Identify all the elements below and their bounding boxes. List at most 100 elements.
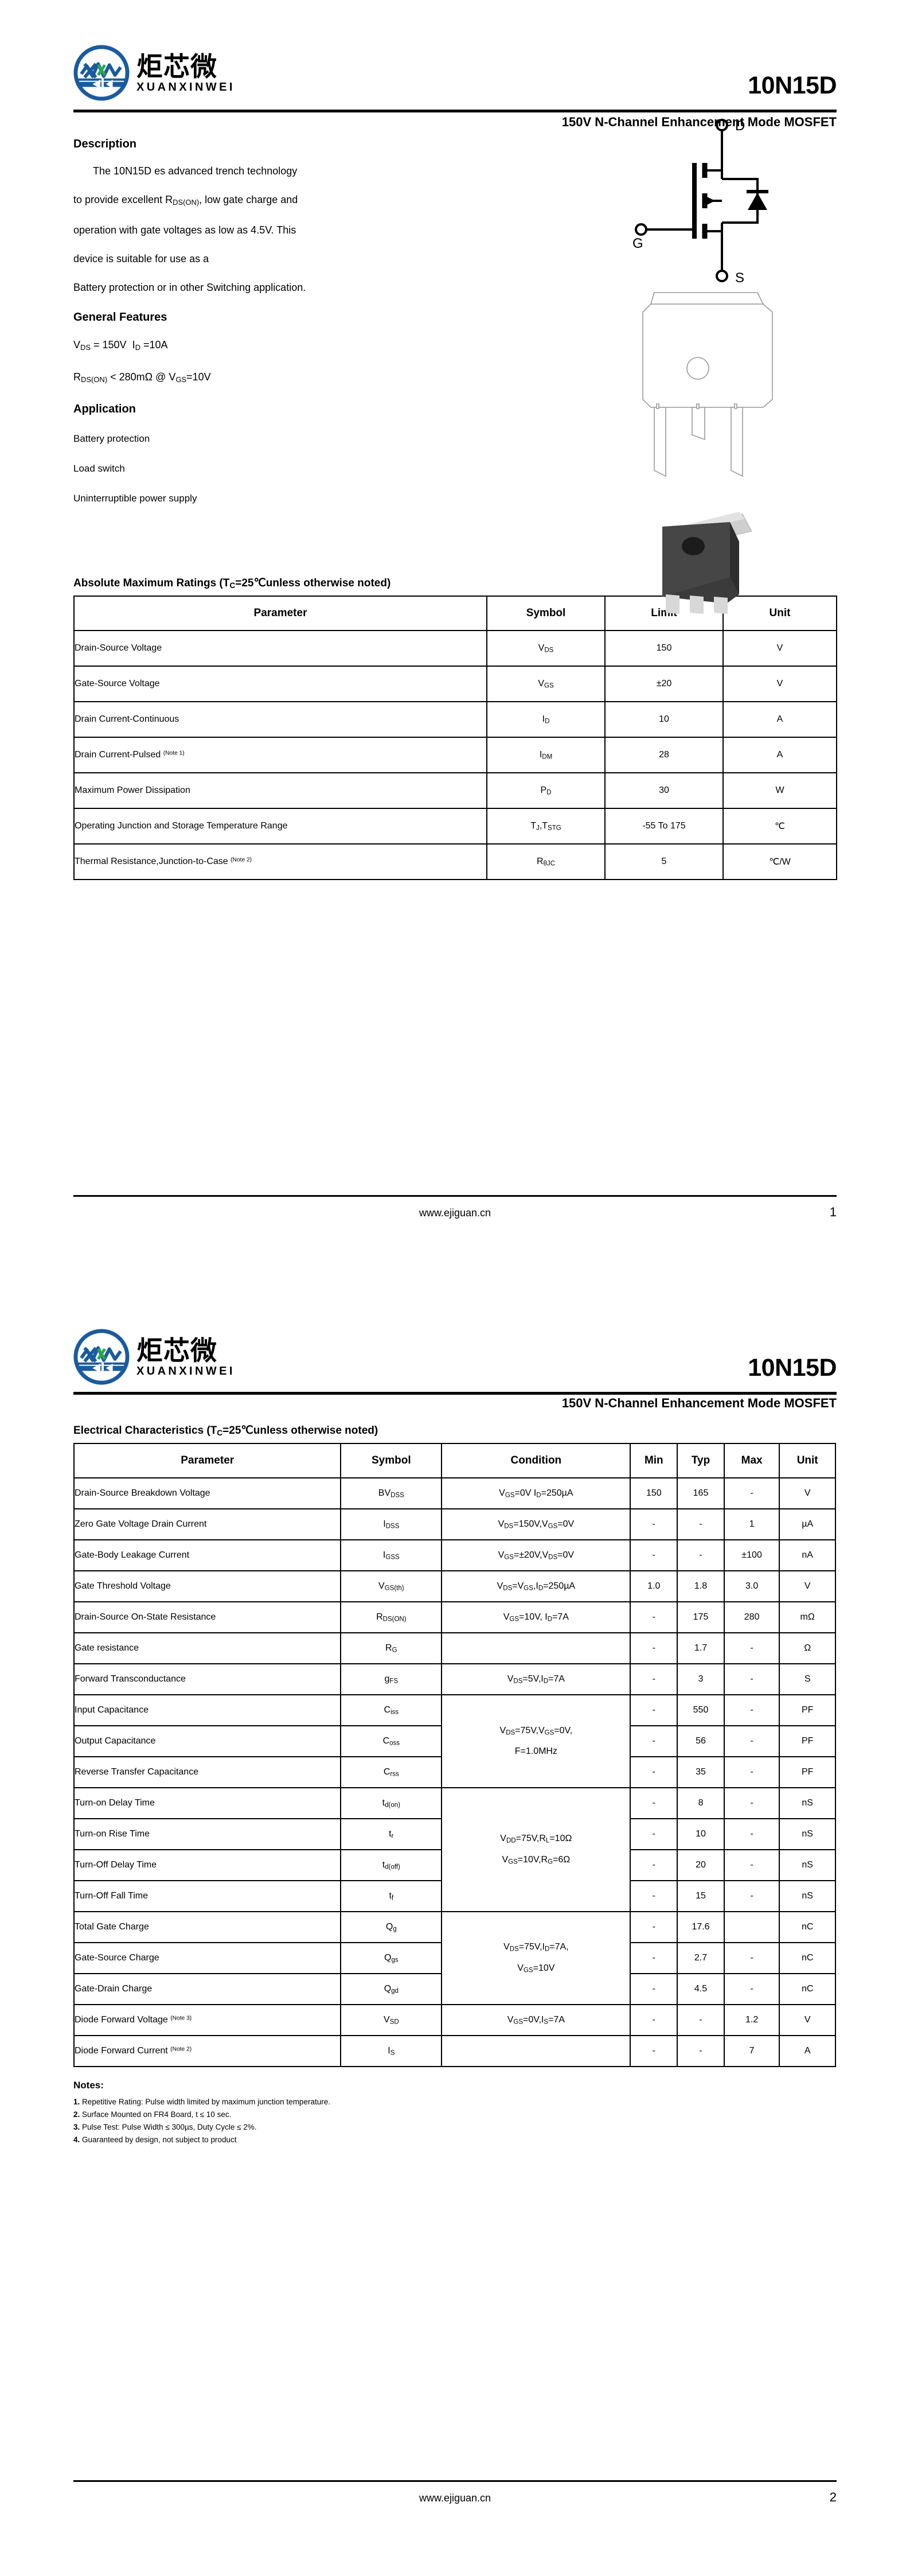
feature-line-1: VDS = 150V ID =10A — [73, 338, 168, 352]
cell-unit: A — [722, 737, 837, 774]
cell-symbol: RG — [340, 1632, 443, 1664]
page-2-header: 炬芯微 XUANXINWEI 10N15D 150V N-Channel Enh… — [0, 1291, 910, 1410]
footer-website[interactable]: www.ejiguan.cn — [419, 1207, 491, 1219]
cell-max: - — [723, 1818, 780, 1850]
cell-typ: 10 — [677, 1818, 725, 1850]
xxw-circuit-logo-icon — [73, 45, 130, 101]
cell-unit: Ω — [779, 1632, 836, 1664]
cell-symbol: Qgd — [340, 1973, 443, 2005]
datasheet-page-2: 炬芯微 XUANXINWEI 10N15D 150V N-Channel Enh… — [0, 1291, 910, 2576]
cell-max: 280 — [723, 1601, 780, 1633]
cell-min: - — [630, 1756, 678, 1788]
cell-unit: ℃ — [722, 808, 837, 845]
note-item: 4. Guaranteed by design, not subject to … — [73, 2135, 237, 2144]
cell-condition-switching: VDD=75V,RL=10Ω VGS=10V,RG=6Ω — [441, 1787, 631, 1912]
cell-parameter: Output Capacitance — [73, 1725, 342, 1757]
cell-min: - — [630, 1694, 678, 1726]
cell-max: - — [723, 1787, 780, 1819]
col-unit: Unit — [779, 1443, 836, 1478]
cell-parameter: Turn-on Delay Time — [73, 1787, 342, 1819]
cell-parameter: Input Capacitance — [73, 1694, 342, 1726]
cell-symbol: Crss — [340, 1756, 443, 1788]
application-item: Uninterruptible power supply — [73, 493, 197, 504]
cell-symbol: IDM — [486, 737, 606, 774]
table-row: Zero Gate Voltage Drain Current IDSS VDS… — [73, 1508, 836, 1540]
footer-divider — [73, 1195, 837, 1197]
cell-symbol: Qg — [340, 1911, 443, 1943]
features-heading: General Features — [73, 310, 167, 324]
package-photo — [630, 493, 837, 614]
page-2-footer: www.ejiguan.cn 2 — [73, 2480, 837, 2513]
description-line-4: device is suitable for use as a — [73, 252, 209, 264]
cell-unit: PF — [779, 1694, 836, 1726]
cell-limit: 150 — [604, 630, 724, 667]
cell-typ: 175 — [677, 1601, 725, 1633]
table-row: Input Capacitance Ciss VDS=75V,VGS=0V, F=… — [73, 1694, 836, 1788]
header-divider — [73, 1392, 837, 1395]
footer-divider — [73, 2480, 837, 2482]
description-line-3: operation with gate voltages as low as 4… — [73, 224, 296, 236]
col-min: Min — [630, 1443, 678, 1478]
header-divider — [73, 110, 837, 112]
page-1-header: 炬芯微 XUANXINWEI 10N15D 150V N-Channel Enh… — [0, 0, 910, 129]
cell-symbol: gFS — [340, 1663, 443, 1695]
cell-max: - — [723, 1880, 780, 1912]
col-parameter: Parameter — [73, 1443, 342, 1478]
cell-min: - — [630, 1663, 678, 1695]
footer-website[interactable]: www.ejiguan.cn — [419, 2492, 491, 2504]
cell-typ: - — [677, 2035, 725, 2067]
col-condition: Condition — [441, 1443, 631, 1478]
cell-min: - — [630, 1725, 678, 1757]
cell-unit: nC — [779, 1911, 836, 1943]
cell-unit: PF — [779, 1756, 836, 1788]
cell-parameter: Gate-Drain Charge — [73, 1973, 342, 2005]
table-row: Operating Junction and Storage Temperatu… — [73, 808, 837, 845]
cell-condition-capacitance: VDS=75V,VGS=0V, F=1.0MHz — [441, 1694, 631, 1788]
cell-min: - — [630, 1911, 678, 1943]
cell-symbol: BVDSS — [340, 1477, 443, 1509]
table-row: Drain-Source Breakdown Voltage BVDSS VGS… — [73, 1477, 836, 1509]
application-item: Load switch — [73, 463, 125, 474]
cell-parameter: Gate-Source Voltage — [73, 666, 487, 703]
cell-unit: V — [779, 2004, 836, 2036]
table-row: Forward Transconductance gFS VDS=5V,ID=7… — [73, 1663, 836, 1695]
cell-max: - — [723, 1632, 780, 1664]
cell-unit: µA — [779, 1508, 836, 1540]
table-row: Turn-Off Fall Time tf - 15 - nS — [73, 1880, 836, 1912]
cell-min: - — [630, 1601, 678, 1633]
note-item: 3. Pulse Test: Pulse Width ≤ 300µs, Duty… — [73, 2122, 257, 2131]
page-number: 2 — [829, 2490, 837, 2504]
cell-parameter: Gate-Body Leakage Current — [73, 1539, 342, 1571]
logo-chinese-name: 炬芯微 — [136, 1334, 217, 1366]
cell-max: 1.2 — [723, 2004, 780, 2036]
cell-typ: - — [677, 2004, 725, 2036]
cell-symbol: td(off) — [340, 1849, 443, 1881]
cell-condition — [441, 1632, 631, 1664]
table-row: Drain Current-Pulsed (Note 1) IDM 28 A — [73, 737, 837, 774]
cell-symbol: VSD — [340, 2004, 443, 2036]
cell-parameter: Gate-Source Charge — [73, 1942, 342, 1974]
cell-symbol: Ciss — [340, 1694, 443, 1726]
cell-unit: mΩ — [779, 1601, 836, 1633]
cell-parameter: Drain-Source Breakdown Voltage — [73, 1477, 342, 1509]
cell-min: - — [630, 1942, 678, 1974]
cell-symbol: RDS(ON) — [340, 1601, 443, 1633]
cell-typ: 15 — [677, 1880, 725, 1912]
cell-unit: V — [779, 1570, 836, 1602]
cell-min: - — [630, 2004, 678, 2036]
table-row: Maximum Power Dissipation PD 30 W — [73, 772, 837, 810]
notes-heading: Notes: — [73, 2080, 104, 2091]
cell-parameter: Gate resistance — [73, 1632, 342, 1664]
cell-limit: 30 — [604, 772, 724, 810]
cell-parameter: Reverse Transfer Capacitance — [73, 1756, 342, 1788]
logo-latin-name: XUANXINWEI — [136, 1364, 235, 1378]
table-row: Turn-on Delay Time td(on) VDD=75V,RL=10Ω… — [73, 1787, 836, 1912]
abs-max-title: Absolute Maximum Ratings (TC=25℃unless o… — [73, 577, 391, 590]
note-item: 1. Repetitive Rating: Pulse width limite… — [73, 2098, 330, 2106]
part-number-title: 10N15D — [748, 1354, 837, 1382]
cell-typ: 165 — [677, 1477, 725, 1509]
cell-typ: 1.8 — [677, 1570, 725, 1602]
cell-typ: 56 — [677, 1725, 725, 1757]
cell-symbol: TJ,TSTG — [486, 808, 606, 845]
cell-min: - — [630, 1818, 678, 1850]
